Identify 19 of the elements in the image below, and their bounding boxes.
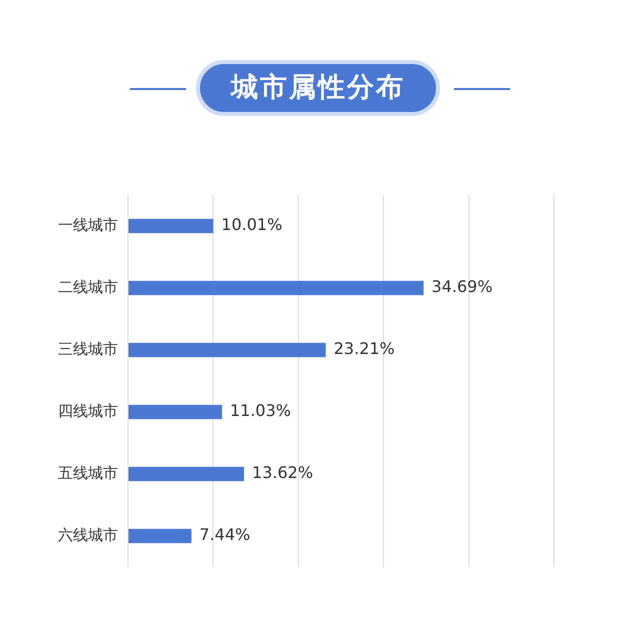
bar	[128, 466, 244, 482]
data-label: 10.01%	[221, 215, 282, 234]
data-label: 34.69%	[432, 277, 493, 296]
y-tick-label: 五线城市	[58, 464, 118, 482]
y-tick-label: 六线城市	[58, 526, 118, 544]
data-label: 23.21%	[334, 339, 395, 358]
y-tick-label: 二线城市	[58, 278, 118, 296]
bar	[128, 280, 424, 296]
bar	[128, 404, 222, 420]
data-label: 13.62%	[252, 463, 314, 482]
bar	[128, 342, 326, 358]
chart-title: 城市属性分布	[196, 60, 440, 116]
y-tick-label: 三线城市	[58, 340, 118, 358]
data-label: 11.03%	[230, 401, 291, 420]
y-tick-label: 四线城市	[58, 402, 118, 420]
y-tick-label: 一线城市	[58, 216, 118, 234]
data-label: 7.44%	[199, 525, 250, 544]
bar	[128, 528, 192, 544]
bar	[128, 218, 214, 234]
